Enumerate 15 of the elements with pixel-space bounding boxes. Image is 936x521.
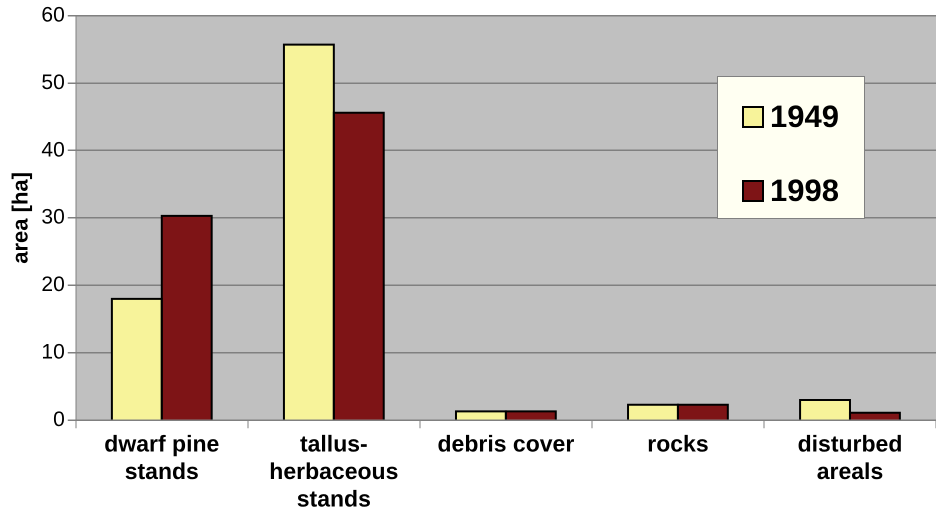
- y-tick-label: 0: [53, 408, 65, 431]
- x-tick-label: tallus-herbaceous stands: [269, 430, 398, 512]
- legend-label: 1998: [770, 173, 839, 209]
- y-tick-label: 50: [41, 70, 65, 94]
- x-tick-label: dwarf pine stands: [104, 430, 220, 484]
- y-tick-label: 40: [41, 138, 65, 162]
- x-tick-label: debris cover: [437, 430, 574, 456]
- legend-label: 1949: [770, 99, 839, 135]
- y-tick-label: 30: [41, 206, 65, 229]
- x-tick-label: disturbed areals: [798, 430, 902, 484]
- y-tick-label: 60: [41, 3, 65, 26]
- x-tick-label: rocks: [647, 430, 709, 456]
- y-tick-label: 20: [41, 273, 65, 296]
- y-axis-title: area [ha]: [7, 172, 32, 264]
- y-tick-label: 10: [41, 340, 65, 364]
